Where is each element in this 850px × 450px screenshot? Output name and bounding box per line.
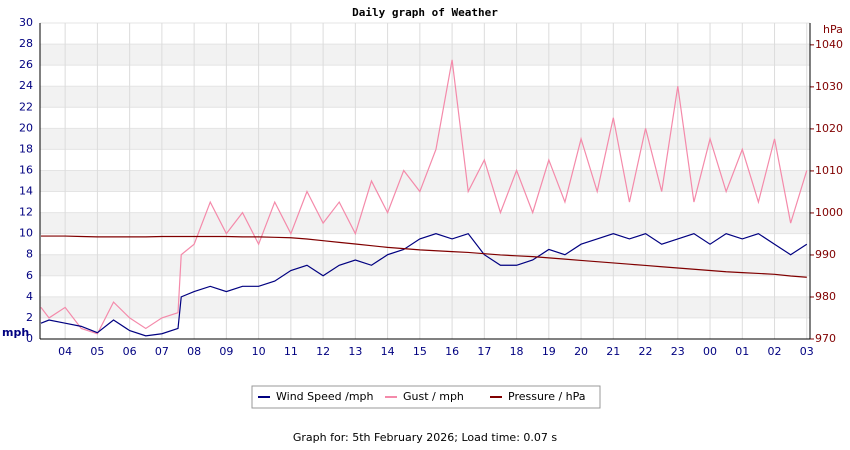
- y2-tick-label: 990: [815, 248, 836, 261]
- x-tick-label: 07: [155, 345, 169, 358]
- footer: Graph for: 5th February 2026; Load time:…: [293, 431, 558, 444]
- y-tick-label: 18: [19, 142, 33, 155]
- y-tick-label: 0: [26, 332, 33, 345]
- y2-axis-label: hPa: [823, 23, 843, 36]
- x-tick-label: 15: [413, 345, 427, 358]
- y-tick-label: 28: [19, 37, 33, 50]
- legend-label: Pressure / hPa: [508, 390, 586, 403]
- x-tick-label: 09: [219, 345, 233, 358]
- x-tick-label: 18: [510, 345, 524, 358]
- y-tick-label: 12: [19, 206, 33, 219]
- grid-band: [40, 44, 810, 66]
- x-tick-label: 06: [123, 345, 137, 358]
- x-tick-label: 00: [703, 345, 717, 358]
- x-tick-label: 05: [90, 345, 104, 358]
- x-tick-label: 17: [477, 345, 491, 358]
- x-tick-label: 14: [381, 345, 395, 358]
- x-tick-label: 19: [542, 345, 556, 358]
- series-line: [40, 59, 808, 335]
- y-tick-label: 4: [26, 290, 33, 303]
- grid-band: [40, 170, 810, 192]
- x-tick-label: 20: [574, 345, 588, 358]
- x-tick-label: 08: [187, 345, 201, 358]
- y-tick-label: 6: [26, 269, 33, 282]
- x-tick-label: 04: [58, 345, 72, 358]
- y-tick-label: 24: [19, 79, 33, 92]
- x-tick-label: 21: [606, 345, 620, 358]
- grid-band: [40, 128, 810, 150]
- x-tick-label: 11: [284, 345, 298, 358]
- x-tick-label: 02: [768, 345, 782, 358]
- x-tick-label: 10: [252, 345, 266, 358]
- y-tick-label: 14: [19, 185, 33, 198]
- y-tick-label: 30: [19, 16, 33, 29]
- y2-tick-label: 970: [815, 332, 836, 345]
- y-tick-label: 22: [19, 100, 33, 113]
- y-tick-label: 2: [26, 311, 33, 324]
- grid-band: [40, 296, 810, 318]
- y-axis-label: mph: [2, 326, 29, 339]
- y-tick-label: 20: [19, 121, 33, 134]
- x-tick-label: 16: [445, 345, 459, 358]
- y2-tick-label: 1040: [815, 38, 843, 51]
- x-tick-label: 22: [639, 345, 653, 358]
- series-line: [40, 232, 808, 337]
- legend-label: Gust / mph: [403, 390, 464, 403]
- x-tick-label: 23: [671, 345, 685, 358]
- plot-layer: [40, 22, 810, 340]
- y-tick-label: 16: [19, 163, 33, 176]
- y2-tick-label: 1010: [815, 164, 843, 177]
- x-tick-label: 12: [316, 345, 330, 358]
- grid-band: [40, 86, 810, 108]
- chart-title: Daily graph of Weather: [352, 6, 498, 19]
- y-tick-label: 10: [19, 227, 33, 240]
- x-tick-label: 03: [800, 345, 814, 358]
- y2-tick-label: 1030: [815, 80, 843, 93]
- grid-band: [40, 254, 810, 276]
- series-line: [40, 235, 807, 278]
- y-tick-label: 8: [26, 248, 33, 261]
- y2-tick-label: 980: [815, 290, 836, 303]
- x-tick-label: 01: [735, 345, 749, 358]
- grid-band: [40, 212, 810, 234]
- x-tick-label: 13: [348, 345, 362, 358]
- y-tick-label: 26: [19, 58, 33, 71]
- legend-label: Wind Speed /mph: [276, 390, 374, 403]
- y2-tick-label: 1000: [815, 206, 843, 219]
- y2-tick-label: 1020: [815, 122, 843, 135]
- legend-box: [251, 385, 601, 409]
